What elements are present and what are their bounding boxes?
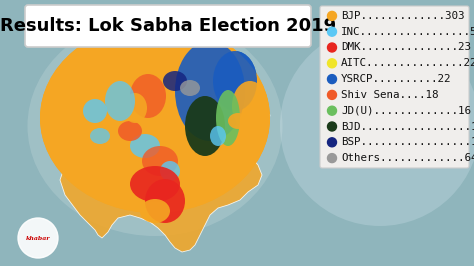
Ellipse shape — [232, 81, 268, 131]
Ellipse shape — [140, 199, 170, 223]
Circle shape — [328, 59, 337, 68]
Ellipse shape — [210, 126, 226, 146]
Ellipse shape — [228, 113, 248, 129]
Text: BJP.............303: BJP.............303 — [341, 11, 465, 21]
Ellipse shape — [175, 41, 245, 141]
Text: Shiv Sena....18: Shiv Sena....18 — [341, 90, 438, 100]
Text: INC.................52: INC.................52 — [341, 27, 474, 37]
Ellipse shape — [213, 51, 257, 111]
Circle shape — [328, 74, 337, 84]
Circle shape — [328, 90, 337, 99]
Ellipse shape — [83, 99, 107, 123]
Text: YSRCP..........22: YSRCP..........22 — [341, 74, 452, 84]
Text: Results: Lok Sabha Election 2019: Results: Lok Sabha Election 2019 — [0, 17, 336, 35]
Circle shape — [328, 11, 337, 20]
Ellipse shape — [105, 81, 135, 121]
Ellipse shape — [160, 161, 180, 181]
Ellipse shape — [142, 146, 178, 176]
Circle shape — [18, 218, 58, 258]
Ellipse shape — [105, 81, 135, 121]
Text: AITC...............22: AITC...............22 — [341, 58, 474, 68]
Ellipse shape — [228, 113, 248, 129]
Ellipse shape — [216, 90, 240, 146]
Ellipse shape — [163, 71, 187, 91]
Ellipse shape — [232, 81, 268, 131]
Ellipse shape — [27, 16, 283, 236]
Ellipse shape — [123, 93, 147, 123]
Circle shape — [328, 122, 337, 131]
Text: DMK...............23: DMK...............23 — [341, 43, 471, 52]
Circle shape — [328, 138, 337, 147]
Ellipse shape — [123, 93, 147, 123]
Text: BJD.................12: BJD.................12 — [341, 122, 474, 131]
Ellipse shape — [130, 74, 166, 118]
Ellipse shape — [185, 96, 225, 156]
Text: Others.............64: Others.............64 — [341, 153, 474, 163]
Ellipse shape — [216, 90, 240, 146]
Ellipse shape — [145, 179, 185, 223]
Ellipse shape — [145, 179, 185, 223]
Ellipse shape — [90, 128, 110, 144]
Circle shape — [328, 106, 337, 115]
Ellipse shape — [180, 80, 200, 96]
FancyBboxPatch shape — [320, 6, 469, 168]
Circle shape — [328, 27, 337, 36]
Ellipse shape — [100, 143, 116, 159]
Text: khabar: khabar — [26, 235, 50, 240]
Ellipse shape — [163, 71, 187, 91]
Circle shape — [328, 43, 337, 52]
Ellipse shape — [210, 126, 226, 146]
Ellipse shape — [118, 121, 142, 141]
Ellipse shape — [180, 80, 200, 96]
Ellipse shape — [40, 23, 270, 213]
Ellipse shape — [83, 99, 107, 123]
Ellipse shape — [213, 51, 257, 111]
Circle shape — [328, 153, 337, 163]
Text: BSP.................10: BSP.................10 — [341, 137, 474, 147]
Text: JD(U).............16: JD(U).............16 — [341, 106, 471, 116]
Ellipse shape — [130, 134, 160, 158]
Ellipse shape — [175, 41, 245, 141]
Ellipse shape — [90, 128, 110, 144]
Ellipse shape — [40, 23, 270, 213]
Ellipse shape — [130, 166, 180, 202]
Ellipse shape — [130, 134, 160, 158]
FancyBboxPatch shape — [25, 5, 311, 47]
Ellipse shape — [160, 161, 180, 181]
Ellipse shape — [185, 96, 225, 156]
Ellipse shape — [100, 143, 116, 159]
Ellipse shape — [280, 26, 474, 226]
Ellipse shape — [118, 121, 142, 141]
Ellipse shape — [140, 199, 170, 223]
Polygon shape — [55, 38, 270, 252]
Ellipse shape — [130, 74, 166, 118]
Ellipse shape — [130, 166, 180, 202]
Ellipse shape — [142, 146, 178, 176]
